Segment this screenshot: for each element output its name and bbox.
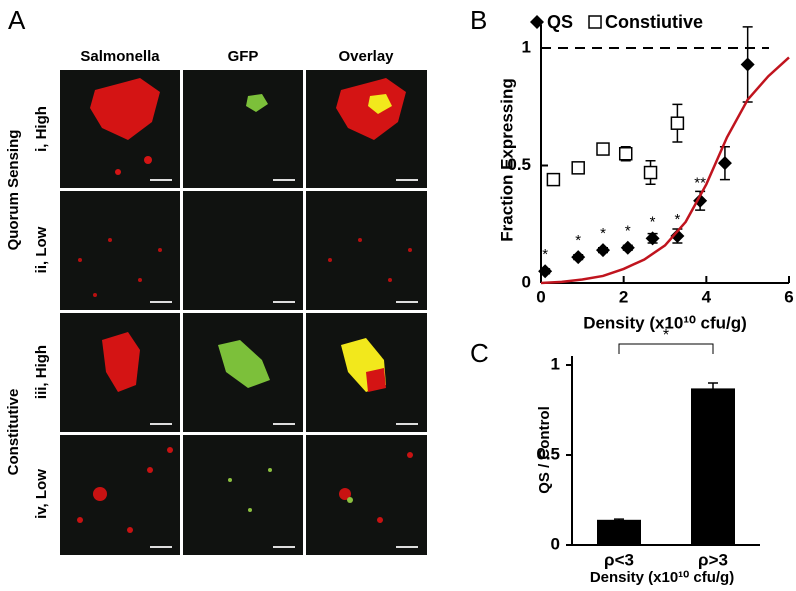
marker [645,231,660,246]
y-tick-label: 0 [522,272,531,291]
significance-label: * [600,225,606,242]
group-label: Quorum Sensing [5,130,22,251]
column-header: Overlay [338,48,394,65]
y-tick-label: 0.5 [536,444,560,463]
x-tick-label: 0 [536,287,545,306]
marker [620,240,635,255]
error-bar [708,382,718,394]
marker [740,57,755,72]
significance-label: * [575,232,581,249]
legend-marker [588,15,602,29]
legend-marker [530,15,544,29]
significance-label: ** [694,174,706,191]
y-tick-label: 0.5 [507,155,531,174]
significance-label: * [542,246,548,263]
panel-letter: A [8,5,26,35]
y-tick-label: 1 [551,354,560,373]
legend-label: Constiutive [605,12,703,32]
image-tiles [60,70,427,555]
x-axis-label: Density (x10¹⁰ cfu/g) [590,569,734,586]
row-label: ii, Low [33,226,50,273]
row-label: i, High [33,106,50,152]
row-label: iii, High [33,345,50,399]
significance-bracket [618,343,714,354]
marker [618,147,633,161]
micrographs [60,70,427,555]
column-header: Salmonella [80,48,160,65]
marker [546,172,561,187]
marker [670,116,685,130]
bar [691,388,735,545]
bar [597,519,641,545]
x-axis-label: Density (x10¹⁰ cfu/g) [583,313,747,332]
x-tick-label: ρ<3 [604,550,634,569]
x-tick-label: 6 [784,287,793,306]
y-axis-label: Fraction Expressing [497,78,516,241]
significance-label: * [650,213,656,230]
marker [717,156,732,171]
error-bar [614,518,624,521]
fit-curve [540,56,790,285]
marker [596,142,610,156]
legend-label: QS [547,12,573,32]
signal-blobs [77,78,413,533]
y-tick-label: 0 [551,534,560,553]
x-tick-label: ρ>3 [698,550,728,569]
marker [643,165,658,180]
y-tick-label: 1 [522,37,531,56]
x-tick-label: 4 [702,287,712,306]
x-tick-label: 2 [619,287,628,306]
row-label: iv, Low [33,469,50,519]
significance-label: * [674,211,680,228]
significance-label: * [663,327,669,344]
panel-letter: C [470,338,489,368]
column-header: GFP [228,48,259,65]
marker [571,161,585,175]
significance-label: * [625,223,631,240]
panel-letter: B [470,5,487,35]
marker [571,250,586,265]
marker [596,243,610,258]
marker [538,264,553,279]
group-label: Constitutive [5,389,22,476]
scale-bars [150,179,418,548]
marker [670,229,685,243]
y-axis-label: QS / Control [536,406,553,494]
